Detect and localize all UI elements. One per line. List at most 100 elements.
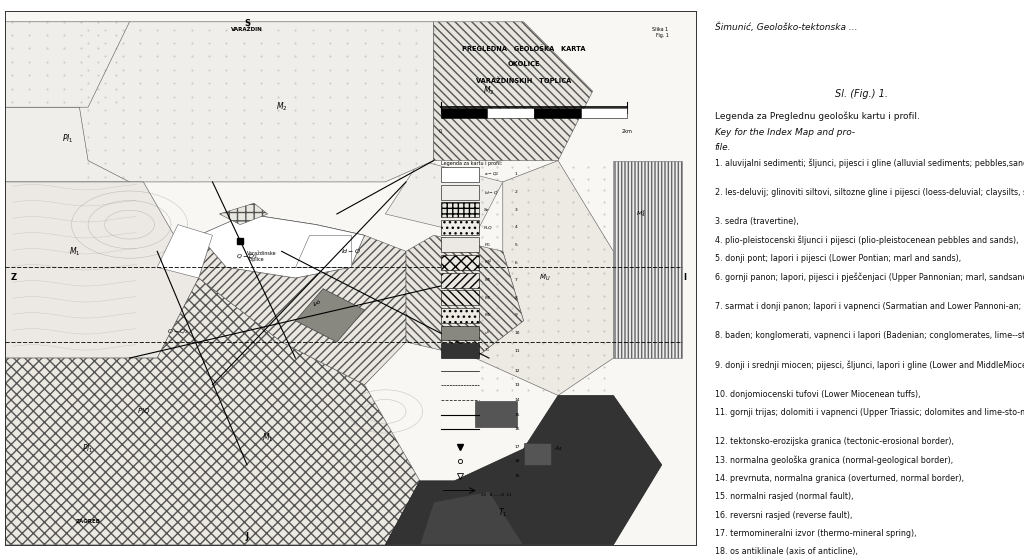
Text: $Pl_1$: $Pl_1$ xyxy=(61,133,73,146)
Text: Key for the Index Map and pro-: Key for the Index Map and pro- xyxy=(715,128,855,137)
Bar xyxy=(440,343,478,358)
Text: 8: 8 xyxy=(514,296,517,300)
Polygon shape xyxy=(5,107,143,182)
Bar xyxy=(440,308,478,323)
Text: $Pl_1$: $Pl_1$ xyxy=(484,241,492,249)
Text: 13. normalna geološka granica (normal-geological border),: 13. normalna geološka granica (normal-ge… xyxy=(715,456,952,465)
Text: 1. aluvijalni sedimenti; šljunci, pijesci i gline (alluvial sediments; pebbles,s: 1. aluvijalni sedimenti; šljunci, pijesc… xyxy=(715,158,1024,168)
Polygon shape xyxy=(158,225,213,278)
Text: 11: 11 xyxy=(514,349,520,353)
Text: S: S xyxy=(244,19,250,28)
Text: Slika 1
Fig. 1: Slika 1 Fig. 1 xyxy=(652,27,669,38)
Text: $Pl_1$: $Pl_1$ xyxy=(82,443,94,455)
Polygon shape xyxy=(406,235,523,358)
Text: 18. os antiklinale (axis of anticline),: 18. os antiklinale (axis of anticline), xyxy=(715,548,857,556)
Text: 12: 12 xyxy=(514,369,520,373)
Polygon shape xyxy=(385,395,662,545)
Text: 7: 7 xyxy=(514,278,517,282)
Text: $M_4^3$: $M_4^3$ xyxy=(636,208,646,220)
Polygon shape xyxy=(5,278,420,545)
Text: $Q-Q_2$: $Q-Q_2$ xyxy=(167,327,188,336)
Text: 15: 15 xyxy=(514,413,520,417)
Text: 12. tektonsko-erozijska granica (tectonic-erosional border),: 12. tektonsko-erozijska granica (tectoni… xyxy=(715,438,953,446)
Bar xyxy=(534,108,581,118)
Text: 15. normalni rasjed (normal fault),: 15. normalni rasjed (normal fault), xyxy=(715,493,853,502)
Text: 10: 10 xyxy=(514,331,520,335)
Text: 5. donji pont; lapori i pijesci (Lower Pontian; marl and sands),: 5. donji pont; lapori i pijesci (Lower P… xyxy=(715,254,961,263)
Text: Varaždinske
Toplice: Varaždinske Toplice xyxy=(247,251,276,262)
Text: $M_2$: $M_2$ xyxy=(483,85,495,97)
Text: Se: Se xyxy=(484,208,489,212)
Text: 6: 6 xyxy=(514,261,517,265)
Text: PREGLEDNA   GEOLOŠKA   KARTA: PREGLEDNA GEOLOŠKA KARTA xyxy=(462,45,586,52)
Text: 6. gornji panon; lapori, pijesci i pješčenjaci (Upper Pannonian; marl, sandsand : 6. gornji panon; lapori, pijesci i pješč… xyxy=(715,272,1024,282)
Text: ZAGREB: ZAGREB xyxy=(76,519,100,524)
Text: $\nu^b$: $\nu^b$ xyxy=(484,329,490,337)
Text: $a-Q_2$: $a-Q_2$ xyxy=(484,171,500,178)
Text: VARAŽDINSKIH   TOPLICA: VARAŽDINSKIH TOPLICA xyxy=(476,77,571,84)
Bar xyxy=(523,444,551,465)
Text: $M_3$: $M_3$ xyxy=(442,289,453,299)
Bar xyxy=(440,325,478,340)
Text: Z: Z xyxy=(10,274,16,282)
Bar xyxy=(440,167,478,182)
Bar xyxy=(440,108,487,118)
Text: $PlQ$: $PlQ$ xyxy=(136,406,151,416)
Text: 14. prevrnuta, normalna granica (overturned, normal border),: 14. prevrnuta, normalna granica (overtur… xyxy=(715,474,964,483)
Text: 11. gornji trijas; dolomiti i vapnenci (Upper Triassic; dolomites and lime-sto-n: 11. gornji trijas; dolomiti i vapnenci (… xyxy=(715,408,1024,417)
Bar xyxy=(440,202,478,217)
Polygon shape xyxy=(613,161,682,358)
Bar xyxy=(487,108,534,118)
Polygon shape xyxy=(199,214,406,385)
Text: 3. sedra (travertine),: 3. sedra (travertine), xyxy=(715,217,799,226)
Text: 9: 9 xyxy=(514,314,517,317)
Polygon shape xyxy=(385,161,503,235)
Text: 3: 3 xyxy=(514,208,517,212)
Bar xyxy=(475,401,517,428)
Text: PLQ: PLQ xyxy=(484,225,493,229)
Text: file.: file. xyxy=(715,143,731,152)
Text: 10. donjomiocenski tufovi (Lower Miocenean tuffs),: 10. donjomiocenski tufovi (Lower Miocene… xyxy=(715,390,921,399)
Text: 17: 17 xyxy=(514,445,520,449)
Polygon shape xyxy=(5,182,199,358)
Text: 14: 14 xyxy=(514,398,520,402)
Text: Šimunić, Geološko-tektonska ...: Šimunić, Geološko-tektonska ... xyxy=(715,22,857,32)
Text: 2: 2 xyxy=(514,190,517,194)
Text: $M_2$: $M_2$ xyxy=(484,294,492,301)
Text: 18: 18 xyxy=(514,459,520,463)
Bar xyxy=(440,237,478,252)
Text: 4: 4 xyxy=(514,225,517,229)
Polygon shape xyxy=(475,161,613,395)
Bar xyxy=(440,185,478,200)
Text: 16: 16 xyxy=(514,428,520,431)
Polygon shape xyxy=(434,22,593,161)
Text: $ld-Q$: $ld-Q$ xyxy=(484,188,499,196)
Bar xyxy=(440,220,478,235)
Text: 19: 19 xyxy=(514,474,520,478)
Text: 0: 0 xyxy=(439,128,442,133)
Polygon shape xyxy=(199,214,365,278)
Bar xyxy=(440,290,478,305)
Text: $M_1$: $M_1$ xyxy=(262,432,273,444)
Polygon shape xyxy=(5,22,129,107)
Text: 2. les-deluvij; glinoviti siltovi, siltozne gline i pijesci (loess-deluvial; cla: 2. les-deluvij; glinoviti siltovi, silto… xyxy=(715,188,1024,197)
Polygon shape xyxy=(296,235,350,267)
Text: 13: 13 xyxy=(514,384,520,388)
Text: $M_4^3$: $M_4^3$ xyxy=(484,257,492,268)
Text: 1: 1 xyxy=(514,172,517,176)
Text: $M_1$: $M_1$ xyxy=(69,245,80,257)
Text: $\nu^b$: $\nu^b$ xyxy=(311,299,321,310)
Text: $M_U$: $M_U$ xyxy=(484,311,493,319)
Text: $A_4$: $A_4$ xyxy=(554,444,562,453)
Text: $T_1$: $T_1$ xyxy=(484,347,490,354)
Text: $T_1$: $T_1$ xyxy=(498,507,508,519)
Text: 4. plio-pleistocenski šljunci i pijesci (plio-pleistocenean pebbles and sands),: 4. plio-pleistocenski šljunci i pijesci … xyxy=(715,236,1018,245)
Text: 17. termomineralni izvor (thermo-mineral spring),: 17. termomineralni izvor (thermo-mineral… xyxy=(715,529,916,538)
Text: Legenda za Preglednu geološku kartu i profil.: Legenda za Preglednu geološku kartu i pr… xyxy=(715,111,923,121)
Text: Legenda za kartu i profil:: Legenda za kartu i profil: xyxy=(440,161,502,166)
Text: I: I xyxy=(683,274,686,282)
Text: 20   A ——B  21: 20 A ——B 21 xyxy=(480,493,511,497)
Text: 2km: 2km xyxy=(622,128,633,133)
Polygon shape xyxy=(420,492,523,545)
Text: $M_2$: $M_2$ xyxy=(275,101,288,113)
